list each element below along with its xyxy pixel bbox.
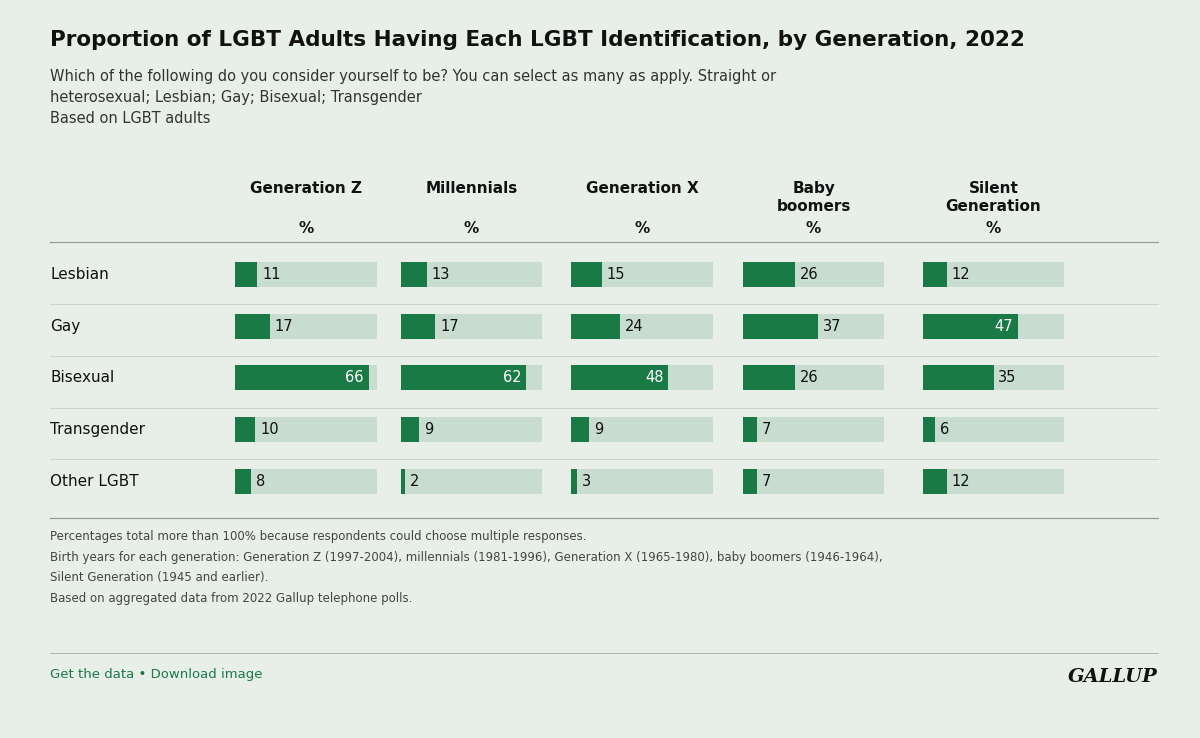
Text: 26: 26 [800, 267, 818, 282]
Text: 2: 2 [409, 474, 419, 489]
Text: %: % [635, 221, 649, 236]
Text: Transgender: Transgender [50, 422, 145, 437]
Text: 12: 12 [952, 474, 971, 489]
Text: 47: 47 [995, 319, 1013, 334]
Text: 26: 26 [800, 370, 818, 385]
Text: 37: 37 [822, 319, 841, 334]
Text: 10: 10 [260, 422, 278, 437]
Text: Generation X: Generation X [586, 181, 698, 196]
Text: 15: 15 [606, 267, 625, 282]
Text: Gay: Gay [50, 319, 80, 334]
Text: 17: 17 [440, 319, 458, 334]
Text: 24: 24 [624, 319, 643, 334]
Text: %: % [806, 221, 821, 236]
Text: heterosexual; Lesbian; Gay; Bisexual; Transgender: heterosexual; Lesbian; Gay; Bisexual; Tr… [50, 90, 422, 105]
Text: 9: 9 [424, 422, 433, 437]
Text: %: % [299, 221, 313, 236]
Text: 17: 17 [275, 319, 293, 334]
Text: 9: 9 [594, 422, 604, 437]
Text: 7: 7 [762, 474, 772, 489]
Text: 6: 6 [940, 422, 949, 437]
Text: Based on LGBT adults: Based on LGBT adults [50, 111, 211, 125]
Text: Bisexual: Bisexual [50, 370, 115, 385]
Text: 3: 3 [582, 474, 592, 489]
Text: Birth years for each generation: Generation Z (1997-2004), millennials (1981-199: Birth years for each generation: Generat… [50, 551, 883, 564]
Text: 35: 35 [998, 370, 1016, 385]
Text: Millennials: Millennials [426, 181, 517, 196]
Text: 48: 48 [644, 370, 664, 385]
Text: 11: 11 [263, 267, 281, 282]
Text: 66: 66 [346, 370, 364, 385]
Text: 12: 12 [952, 267, 971, 282]
Text: %: % [464, 221, 479, 236]
Text: Silent Generation (1945 and earlier).: Silent Generation (1945 and earlier). [50, 571, 269, 584]
Text: Proportion of LGBT Adults Having Each LGBT Identification, by Generation, 2022: Proportion of LGBT Adults Having Each LG… [50, 30, 1025, 49]
Text: Silent
Generation: Silent Generation [946, 181, 1042, 215]
Text: 62: 62 [503, 370, 522, 385]
Text: %: % [986, 221, 1001, 236]
Text: GALLUP: GALLUP [1068, 668, 1158, 686]
Text: Generation Z: Generation Z [250, 181, 362, 196]
Text: Which of the following do you consider yourself to be? You can select as many as: Which of the following do you consider y… [50, 69, 776, 84]
Text: Other LGBT: Other LGBT [50, 474, 139, 489]
Text: Lesbian: Lesbian [50, 267, 109, 282]
Text: 8: 8 [256, 474, 265, 489]
Text: Based on aggregated data from 2022 Gallup telephone polls.: Based on aggregated data from 2022 Gallu… [50, 592, 413, 605]
Text: 13: 13 [432, 267, 450, 282]
Text: Baby
boomers: Baby boomers [776, 181, 851, 215]
Text: Percentages total more than 100% because respondents could choose multiple respo: Percentages total more than 100% because… [50, 530, 587, 543]
Text: Get the data • Download image: Get the data • Download image [50, 668, 263, 681]
Text: 7: 7 [762, 422, 772, 437]
